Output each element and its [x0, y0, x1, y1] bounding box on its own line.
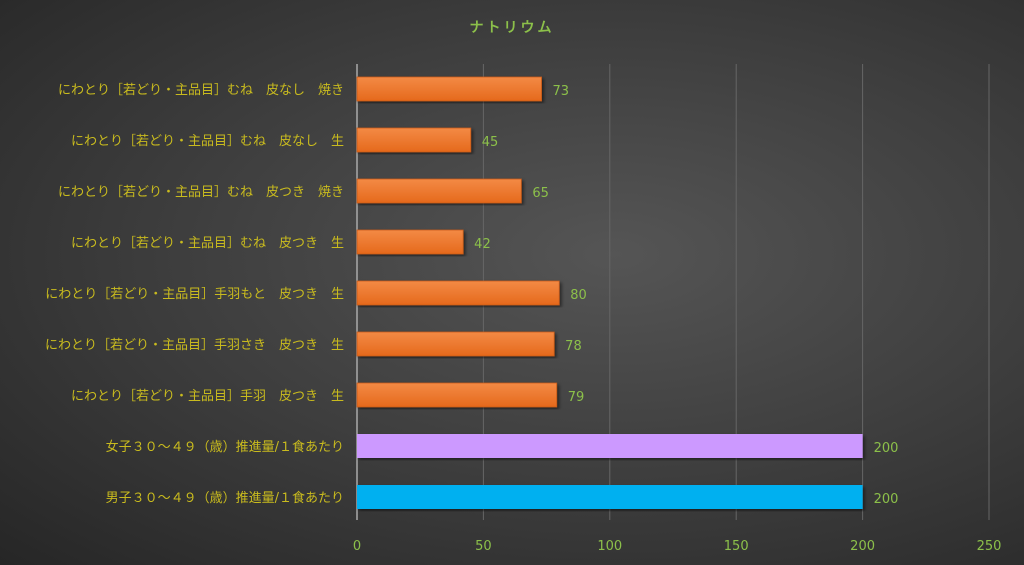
data-label: 42 [474, 237, 491, 252]
x-tick-label: 50 [475, 539, 492, 554]
bar [356, 229, 464, 255]
category-label: 女子３０～４９（歳）推進量/１食あたり [106, 439, 344, 455]
x-tick-label: 0 [353, 539, 361, 554]
x-tick-label: 200 [850, 539, 875, 554]
data-label: 65 [532, 186, 549, 201]
bar [356, 382, 558, 408]
data-label: 80 [570, 288, 587, 303]
bar [357, 434, 863, 458]
category-label: にわとり［若どり・主品目］むね 皮つき 焼き [58, 184, 344, 200]
category-label: にわとり［若どり・主品目］むね 皮なし 焼き [58, 82, 344, 98]
bar [356, 178, 522, 204]
category-label: にわとり［若どり・主品目］手羽もと 皮つき 生 [45, 286, 344, 302]
category-label: にわとり［若どり・主品目］手羽 皮つき 生 [71, 388, 344, 404]
data-label: 78 [565, 339, 582, 354]
category-label: にわとり［若どり・主品目］むね 皮つき 生 [71, 235, 344, 251]
category-label: 男子３０～４９（歳）推進量/１食あたり [106, 490, 344, 506]
x-tick-label: 100 [597, 539, 622, 554]
bar [356, 127, 472, 153]
x-tick-label: 150 [724, 539, 749, 554]
chart-title: ナトリウム [470, 20, 555, 36]
data-label: 200 [874, 441, 899, 456]
bar [356, 280, 560, 306]
data-label: 73 [553, 84, 570, 99]
bar [356, 331, 555, 357]
category-label: にわとり［若どり・主品目］むね 皮なし 生 [71, 133, 344, 149]
bar [356, 76, 542, 102]
data-label: 45 [482, 135, 499, 150]
data-label: 200 [874, 492, 899, 507]
x-tick-label: 250 [977, 539, 1002, 554]
category-label: にわとり［若どり・主品目］手羽さき 皮つき 生 [45, 337, 344, 353]
bar [357, 485, 863, 509]
data-label: 79 [568, 390, 585, 405]
